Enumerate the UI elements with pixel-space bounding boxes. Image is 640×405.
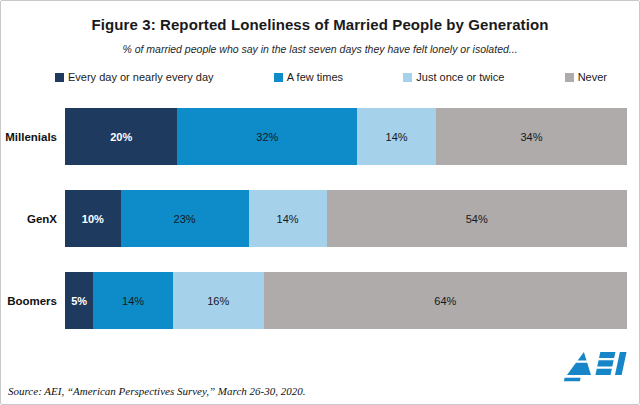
- bar-segment-genx-just-once-or-twice: 14%: [249, 190, 327, 247]
- bar-segment-millenials-never: 34%: [436, 108, 627, 165]
- bar-value-label: 54%: [466, 213, 488, 225]
- legend-item-never: Never: [565, 71, 607, 83]
- bar-row-genx: GenX 10% 23% 14% 54%: [0, 190, 640, 247]
- bar-segment-boomers-every-day-or-nearly-every-day: 5%: [65, 272, 93, 329]
- bar-row-boomers: Boomers 5% 14% 16% 64%: [0, 272, 640, 329]
- bar-segment-millenials-a-few-times: 32%: [177, 108, 357, 165]
- stacked-bar-chart: Millenials 20% 32% 14% 34% GenX 10% 23% 14% 54% Bo…: [0, 108, 640, 354]
- bar-segment-millenials-every-day-or-nearly-every-day: 20%: [65, 108, 177, 165]
- aei-logo: [563, 350, 627, 384]
- bar-segment-genx-never: 54%: [327, 190, 627, 247]
- legend-swatch-icon: [55, 73, 64, 82]
- chart-title: Figure 3: Reported Loneliness of Married…: [0, 16, 640, 33]
- bar-segment-boomers-a-few-times: 14%: [93, 272, 172, 329]
- bar-value-label: 16%: [207, 295, 229, 307]
- bar-value-label: 32%: [256, 131, 278, 143]
- bar-segment-millenials-just-once-or-twice: 14%: [357, 108, 436, 165]
- bar-value-label: 64%: [434, 295, 456, 307]
- legend-item-label: Never: [578, 71, 607, 83]
- bar-segment-genx-every-day-or-nearly-every-day: 10%: [65, 190, 121, 247]
- bar-value-label: 10%: [82, 213, 104, 225]
- category-label: GenX: [0, 190, 65, 247]
- bar-segment-genx-a-few-times: 23%: [121, 190, 249, 247]
- bar-value-label: 14%: [277, 213, 299, 225]
- category-label: Millenials: [0, 108, 65, 165]
- bar-value-label: 20%: [110, 131, 132, 143]
- bar-track: 20% 32% 14% 34%: [65, 108, 627, 165]
- legend-item-label: A few times: [287, 71, 343, 83]
- bar-track: 10% 23% 14% 54%: [65, 190, 627, 247]
- bar-track: 5% 14% 16% 64%: [65, 272, 627, 329]
- bar-value-label: 14%: [386, 131, 408, 143]
- aei-logo-icon: [563, 350, 627, 384]
- bar-row-millenials: Millenials 20% 32% 14% 34%: [0, 108, 640, 165]
- bar-value-label: 14%: [122, 295, 144, 307]
- chart-subtitle: % of married people who say in the last …: [0, 43, 640, 55]
- chart-legend: Every day or nearly every day A few times…: [55, 71, 607, 83]
- source-text: Source: AEI, “American Perspectives Surv…: [8, 385, 305, 397]
- legend-item-label: Just once or twice: [416, 71, 504, 83]
- legend-swatch-icon: [403, 73, 412, 82]
- category-label: Boomers: [0, 272, 65, 329]
- bar-value-label: 34%: [520, 131, 542, 143]
- bar-segment-boomers-just-once-or-twice: 16%: [173, 272, 264, 329]
- legend-item-just-once-or-twice: Just once or twice: [403, 71, 504, 83]
- legend-item-every-day-or-nearly-every-day: Every day or nearly every day: [55, 71, 214, 83]
- bar-value-label: 5%: [71, 295, 87, 307]
- bar-segment-boomers-never: 64%: [264, 272, 627, 329]
- legend-item-a-few-times: A few times: [274, 71, 343, 83]
- legend-swatch-icon: [274, 73, 283, 82]
- legend-swatch-icon: [565, 73, 574, 82]
- bar-value-label: 23%: [174, 213, 196, 225]
- legend-item-label: Every day or nearly every day: [68, 71, 214, 83]
